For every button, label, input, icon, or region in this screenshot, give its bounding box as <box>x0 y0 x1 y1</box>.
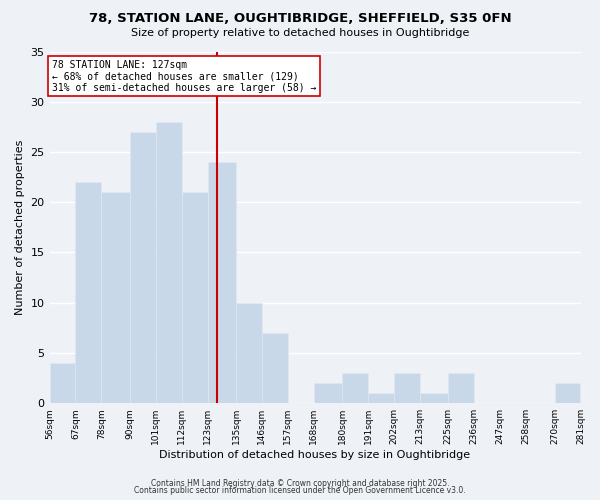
Bar <box>554 383 580 403</box>
Bar <box>236 302 262 403</box>
Bar <box>368 393 394 403</box>
Text: Contains HM Land Registry data © Crown copyright and database right 2025.: Contains HM Land Registry data © Crown c… <box>151 478 449 488</box>
Bar <box>420 393 448 403</box>
Bar <box>101 192 130 403</box>
Text: Size of property relative to detached houses in Oughtibridge: Size of property relative to detached ho… <box>131 28 469 38</box>
Bar <box>156 122 182 403</box>
Text: 78, STATION LANE, OUGHTIBRIDGE, SHEFFIELD, S35 0FN: 78, STATION LANE, OUGHTIBRIDGE, SHEFFIEL… <box>89 12 511 26</box>
Bar <box>314 383 342 403</box>
Y-axis label: Number of detached properties: Number of detached properties <box>15 140 25 315</box>
Bar <box>262 333 288 403</box>
Bar <box>342 373 368 403</box>
Bar <box>208 162 236 403</box>
Bar <box>76 182 101 403</box>
Text: Contains public sector information licensed under the Open Government Licence v3: Contains public sector information licen… <box>134 486 466 495</box>
Bar <box>448 373 475 403</box>
Bar <box>182 192 208 403</box>
Bar <box>130 132 156 403</box>
Bar <box>394 373 420 403</box>
Bar <box>50 363 76 403</box>
X-axis label: Distribution of detached houses by size in Oughtibridge: Distribution of detached houses by size … <box>160 450 470 460</box>
Text: 78 STATION LANE: 127sqm
← 68% of detached houses are smaller (129)
31% of semi-d: 78 STATION LANE: 127sqm ← 68% of detache… <box>52 60 316 92</box>
